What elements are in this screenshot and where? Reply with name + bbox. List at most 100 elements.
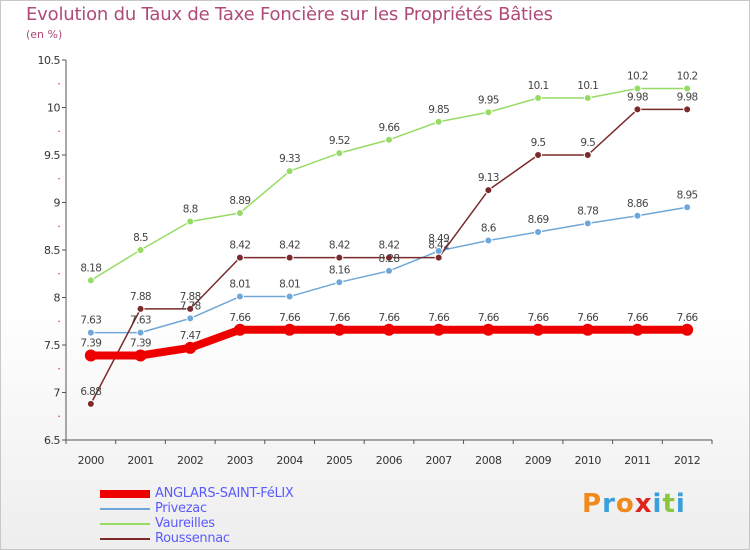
data-point	[633, 211, 642, 220]
x-tick-label: 2005	[326, 454, 353, 467]
data-label: 7.88	[180, 291, 201, 303]
y-tick-label: 9.5	[44, 149, 60, 162]
legend-label: Vaureilles	[155, 516, 215, 531]
legend-label: Roussennac	[155, 531, 230, 546]
y-tick-label: 7.5	[44, 339, 60, 352]
data-label: 7.66	[279, 312, 301, 324]
data-point	[84, 349, 97, 362]
data-label: 7.78	[180, 300, 201, 312]
data-point	[235, 292, 244, 301]
logo-letter: o	[615, 489, 635, 519]
logo-letter: x	[634, 489, 653, 519]
legend: ANGLARS-SAINT-FéLIX Privezac Vaureilles …	[100, 486, 294, 546]
legend-item: Privezac	[100, 501, 294, 516]
x-tick-label: 2007	[425, 454, 452, 467]
data-label: 7.66	[677, 312, 699, 324]
x-tick-label: 2011	[624, 454, 650, 467]
legend-swatch	[100, 522, 150, 525]
y-tick-label: 7	[54, 387, 61, 400]
legend-swatch	[100, 489, 150, 498]
data-point	[581, 323, 594, 336]
logo-letter: i	[652, 489, 663, 519]
data-point	[383, 323, 395, 336]
data-label: 7.88	[130, 291, 151, 303]
logo-letter: t	[662, 489, 676, 519]
data-point	[86, 328, 95, 337]
data-label: 9.52	[329, 135, 350, 147]
data-point	[86, 276, 95, 285]
data-point	[583, 219, 592, 228]
data-point	[534, 227, 543, 236]
data-point	[186, 217, 195, 226]
data-point	[681, 323, 694, 336]
unit-label: (en %)	[26, 28, 63, 41]
data-point	[285, 253, 294, 262]
x-tick-label: 2003	[227, 454, 254, 467]
data-point	[532, 323, 545, 336]
data-point	[335, 149, 344, 158]
data-label: 8.42	[329, 240, 350, 252]
data-point	[432, 323, 445, 336]
data-point	[136, 246, 145, 254]
data-label: 9.5	[531, 137, 546, 149]
data-label: 8.5	[133, 232, 148, 244]
data-label: 8.18	[80, 262, 101, 274]
x-tick-label: 2012	[674, 454, 700, 467]
data-label: 8.49	[428, 233, 449, 245]
data-label: 8.6	[481, 223, 497, 235]
data-label: 8.01	[229, 279, 250, 291]
data-point	[335, 253, 344, 262]
x-tick-label: 2002	[177, 454, 203, 467]
data-label: 7.66	[577, 312, 599, 324]
data-label: 10.1	[528, 80, 549, 92]
logo-letter: i	[675, 489, 686, 519]
x-tick-label: 2001	[127, 454, 153, 467]
data-point	[484, 108, 493, 117]
data-label: 10.1	[577, 80, 598, 92]
data-point	[482, 323, 495, 336]
data-label: 10.2	[627, 71, 648, 83]
data-label: 7.66	[627, 312, 649, 324]
legend-swatch	[100, 537, 150, 540]
data-point	[184, 341, 197, 354]
legend-label: ANGLARS-SAINT-FéLIX	[155, 486, 294, 501]
legend-swatch	[100, 507, 150, 510]
data-label: 9.98	[627, 91, 648, 103]
series-line	[90, 87, 688, 282]
data-point	[86, 399, 95, 408]
logo-letter: r	[602, 489, 616, 519]
data-label: 8.78	[577, 205, 598, 217]
y-tick-label: 6.5	[44, 434, 60, 447]
x-tick-label: 2009	[525, 454, 552, 467]
data-point	[633, 105, 642, 114]
data-label: 9.13	[478, 172, 499, 184]
data-point	[434, 253, 443, 262]
data-label: 7.47	[180, 330, 201, 342]
data-label: 7.39	[80, 337, 101, 349]
x-tick-label: 2000	[78, 454, 105, 467]
legend-item: Vaureilles	[100, 516, 294, 531]
data-point	[134, 349, 147, 362]
data-label: 8.01	[279, 279, 300, 291]
data-point	[283, 323, 296, 336]
y-tick-label: 8	[54, 292, 61, 305]
legend-label: Privezac	[155, 501, 207, 516]
data-label: 8.16	[329, 264, 351, 276]
data-label: 9.85	[428, 104, 449, 116]
data-label: 8.28	[379, 253, 400, 265]
data-label: 8.89	[229, 195, 250, 207]
data-label: 7.66	[379, 312, 401, 324]
data-label: 6.88	[80, 386, 101, 398]
data-label: 7.66	[329, 312, 351, 324]
data-point	[285, 167, 294, 176]
chart-title: Evolution du Taux de Taxe Foncière sur l…	[26, 4, 553, 25]
data-label: 8.42	[428, 240, 449, 252]
data-label: 9.33	[279, 153, 300, 165]
data-point	[385, 253, 393, 262]
data-label: 9.95	[478, 94, 499, 106]
data-point	[434, 117, 443, 126]
data-point	[235, 208, 244, 217]
data-point	[233, 323, 246, 336]
